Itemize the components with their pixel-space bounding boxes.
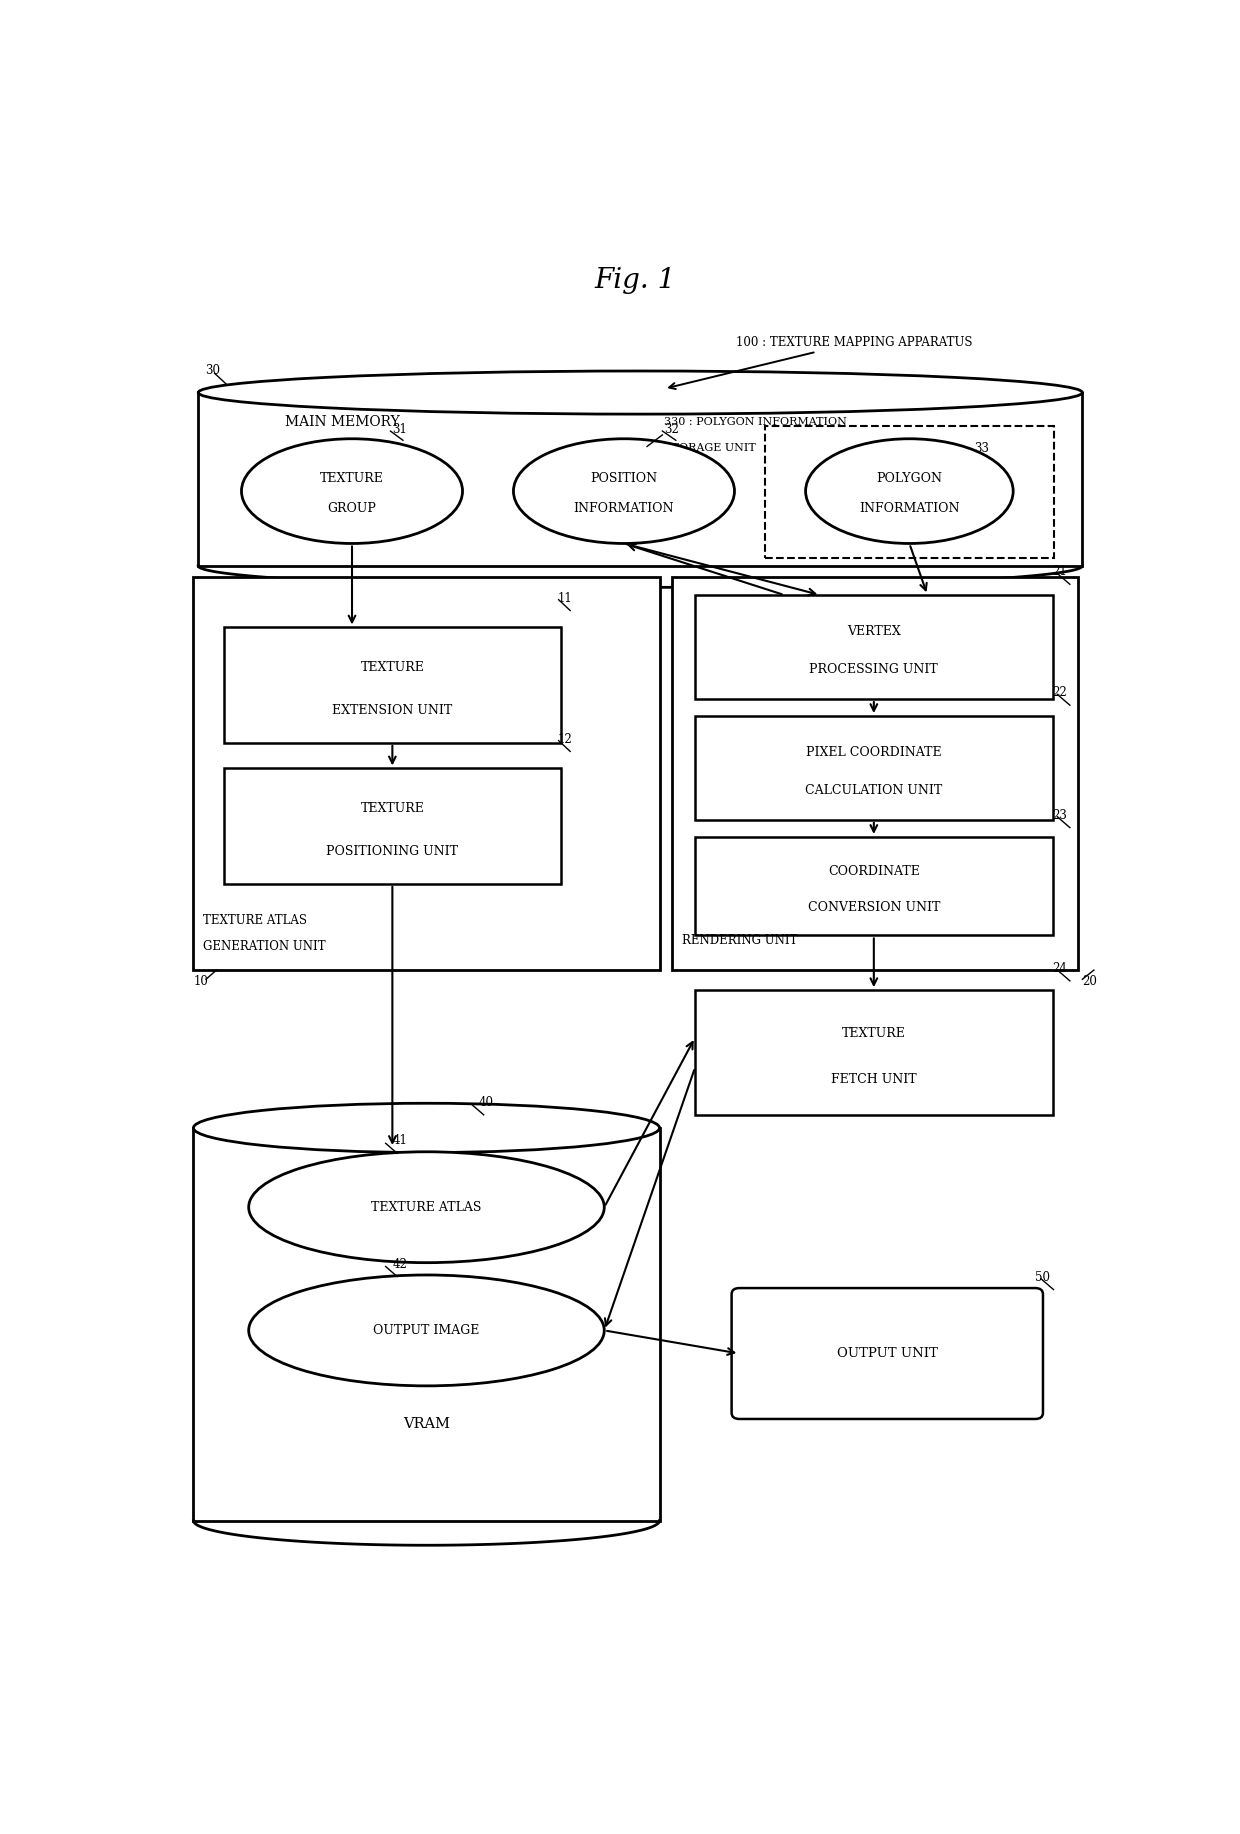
- Text: TEXTURE: TEXTURE: [361, 662, 424, 675]
- Text: 42: 42: [393, 1258, 408, 1271]
- Text: CALCULATION UNIT: CALCULATION UNIT: [805, 785, 942, 798]
- Bar: [696, 990, 1053, 1115]
- Text: 31: 31: [393, 424, 408, 436]
- Bar: [224, 627, 560, 743]
- Bar: [765, 425, 1054, 558]
- Ellipse shape: [242, 438, 463, 543]
- Text: TEXTURE ATLAS: TEXTURE ATLAS: [203, 913, 308, 926]
- Text: 32: 32: [665, 424, 680, 436]
- Text: Fig. 1: Fig. 1: [595, 268, 676, 295]
- Text: 33: 33: [973, 442, 988, 455]
- Text: TEXTURE: TEXTURE: [320, 473, 384, 486]
- Text: MAIN MEMORY: MAIN MEMORY: [285, 414, 399, 429]
- Text: INFORMATION: INFORMATION: [859, 501, 960, 515]
- Text: RENDERING UNIT: RENDERING UNIT: [682, 934, 797, 948]
- Ellipse shape: [249, 1275, 604, 1387]
- Text: 20: 20: [1083, 976, 1097, 989]
- Text: GENERATION UNIT: GENERATION UNIT: [203, 941, 326, 954]
- Text: PIXEL COORDINATE: PIXEL COORDINATE: [806, 746, 941, 759]
- Bar: [224, 768, 560, 884]
- Text: 100 : TEXTURE MAPPING APPARATUS: 100 : TEXTURE MAPPING APPARATUS: [670, 336, 973, 389]
- Text: CONVERSION UNIT: CONVERSION UNIT: [807, 900, 940, 915]
- Text: OUTPUT IMAGE: OUTPUT IMAGE: [373, 1324, 480, 1337]
- Ellipse shape: [198, 370, 1083, 414]
- Text: TEXTURE: TEXTURE: [361, 801, 424, 816]
- Text: 21: 21: [1052, 565, 1066, 578]
- Bar: [672, 578, 1078, 970]
- Text: INFORMATION: INFORMATION: [574, 501, 675, 515]
- Text: POSITIONING UNIT: POSITIONING UNIT: [326, 845, 459, 858]
- Ellipse shape: [193, 1104, 660, 1152]
- Text: EXTENSION UNIT: EXTENSION UNIT: [332, 704, 453, 717]
- Text: VRAM: VRAM: [403, 1418, 450, 1431]
- Text: 41: 41: [393, 1135, 408, 1148]
- Text: 40: 40: [479, 1097, 494, 1110]
- Bar: [696, 836, 1053, 935]
- Text: POSITION: POSITION: [590, 473, 657, 486]
- Text: COORDINATE: COORDINATE: [828, 866, 920, 878]
- Bar: [193, 578, 660, 970]
- Ellipse shape: [806, 438, 1013, 543]
- Text: PROCESSING UNIT: PROCESSING UNIT: [810, 664, 939, 677]
- Text: 11: 11: [558, 592, 573, 605]
- Bar: [696, 594, 1053, 699]
- Text: POLYGON: POLYGON: [877, 473, 942, 486]
- Bar: [696, 715, 1053, 820]
- Text: TEXTURE ATLAS: TEXTURE ATLAS: [371, 1201, 481, 1214]
- Text: 30: 30: [205, 365, 219, 378]
- Text: 23: 23: [1052, 809, 1066, 822]
- Text: TEXTURE: TEXTURE: [842, 1027, 905, 1040]
- Text: STORAGE UNIT: STORAGE UNIT: [665, 444, 756, 453]
- Text: 50: 50: [1035, 1271, 1050, 1284]
- Text: 12: 12: [558, 732, 573, 746]
- Text: 330 : POLYGON INFORMATION: 330 : POLYGON INFORMATION: [665, 416, 847, 427]
- Bar: [198, 392, 1083, 567]
- Text: OUTPUT UNIT: OUTPUT UNIT: [837, 1346, 937, 1361]
- Text: FETCH UNIT: FETCH UNIT: [831, 1073, 916, 1086]
- Text: 22: 22: [1052, 686, 1066, 699]
- Ellipse shape: [249, 1152, 604, 1262]
- FancyBboxPatch shape: [732, 1287, 1043, 1420]
- Ellipse shape: [738, 1291, 1037, 1416]
- Ellipse shape: [513, 438, 734, 543]
- Text: 24: 24: [1052, 963, 1066, 976]
- Text: 10: 10: [193, 976, 208, 989]
- Bar: [193, 1128, 660, 1520]
- Text: GROUP: GROUP: [327, 501, 377, 515]
- Text: VERTEX: VERTEX: [847, 625, 900, 638]
